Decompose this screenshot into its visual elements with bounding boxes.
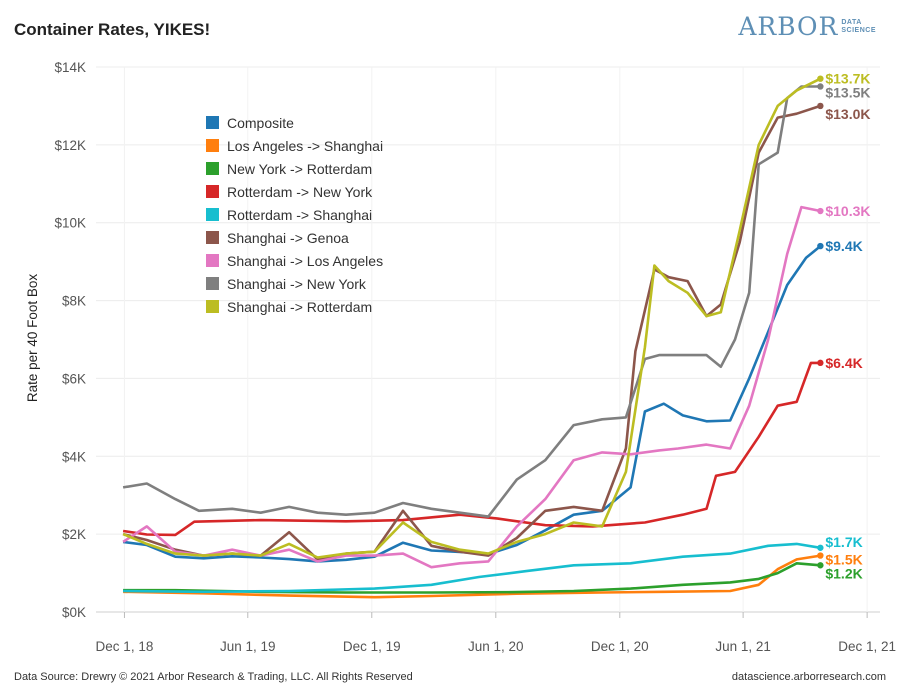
series-end-label: $13.7K (825, 71, 870, 87)
series-end-dot (817, 359, 824, 367)
legend-label: Rotterdam -> Shanghai (227, 207, 372, 223)
y-tick-label: $4K (62, 449, 86, 464)
y-axis-label: Rate per 40 Foot Box (25, 274, 40, 403)
legend-label: Shanghai -> New York (227, 276, 367, 292)
x-tick-label: Jun 1, 21 (715, 639, 771, 654)
x-tick-label: Dec 1, 19 (343, 639, 401, 654)
series-line (122, 245, 822, 563)
y-tick-label: $12K (54, 138, 86, 153)
series-end-label: $13.5K (825, 84, 870, 100)
y-tick-label: $2K (62, 527, 86, 542)
legend-swatch (206, 277, 219, 290)
legend-swatch (206, 162, 219, 175)
series-end-label: $9.4K (825, 238, 862, 254)
x-tick-label: Dec 1, 21 (838, 639, 896, 654)
legend-label: Shanghai -> Genoa (227, 230, 349, 246)
series-end-dot (817, 544, 824, 551)
y-tick-label: $0K (62, 605, 86, 620)
y-axis-ticks: $0K $2K $4K $6K $8K $10K $12K $14K (54, 60, 86, 620)
logo-sub-line-1: DATA (841, 18, 862, 26)
series-line (123, 554, 821, 599)
website-link[interactable]: datascience.arborresearch.com (731, 671, 886, 683)
series-end-label: $13.0K (825, 106, 870, 122)
x-tick-label: Dec 1, 18 (96, 639, 154, 654)
legend-label: Composite (227, 115, 294, 131)
x-tick-label: Jun 1, 20 (468, 639, 524, 654)
series-end-label: $1.2K (825, 565, 862, 581)
x-axis-ticks: Dec 1, 18 Jun 1, 19 Dec 1, 19 Jun 1, 20 Dec … (96, 612, 896, 654)
legend-label: Los Angeles -> Shanghai (227, 138, 383, 154)
grid-lines (96, 66, 880, 613)
legend[interactable]: Composite Los Angeles -> Shanghai New York… (206, 115, 383, 315)
y-tick-label: $10K (54, 216, 86, 231)
series-end-label: $10.3K (825, 203, 870, 219)
series-end-dot (817, 242, 824, 250)
legend-swatch (206, 231, 219, 244)
x-tick-label: Dec 1, 20 (591, 639, 649, 654)
legend-swatch (206, 185, 219, 198)
data-source-note: Data Source: Drewry © 2021 Arbor Researc… (14, 671, 413, 683)
series-end-dot (817, 562, 824, 569)
series-end-dot (817, 75, 824, 82)
series-line (122, 85, 821, 518)
y-tick-label: $6K (62, 371, 86, 386)
y-tick-label: $14K (54, 60, 86, 75)
series-lines (122, 75, 824, 599)
series-end-dot (817, 552, 824, 559)
y-tick-label: $8K (62, 294, 86, 309)
legend-swatch (206, 208, 219, 221)
series-end-label: $6.4K (825, 355, 862, 371)
legend-swatch (206, 116, 219, 129)
legend-swatch (206, 254, 219, 267)
logo-subtitle: DATA SCIENCE (841, 19, 876, 35)
legend-label: Shanghai -> Los Angeles (227, 253, 383, 269)
logo-word: ARBOR (738, 12, 839, 41)
legend-label: New York -> Rotterdam (227, 161, 372, 177)
series-end-dot (817, 207, 824, 215)
legend-label: Rotterdam -> New York (227, 184, 373, 200)
end-labels: $9.4K $1.5K$1.2K $6.4K $1.7K $13.0K $10.3K $13… (825, 71, 870, 582)
series-line (122, 77, 821, 559)
x-tick-label: Jun 1, 19 (220, 639, 276, 654)
arbor-logo: ARBOR DATA SCIENCE (738, 12, 876, 41)
series-line (123, 542, 821, 594)
legend-swatch (206, 139, 219, 152)
logo-sub-line-2: SCIENCE (841, 26, 876, 34)
legend-label: Shanghai -> Rotterdam (227, 299, 372, 315)
legend-swatch (206, 300, 219, 313)
series-end-dot (817, 83, 824, 90)
series-end-label: $1.5K (825, 552, 862, 568)
series-line (122, 205, 821, 569)
series-end-label: $1.7K (825, 534, 862, 550)
chart-title: Container Rates, YIKES! (14, 20, 211, 39)
series-end-dot (817, 102, 824, 110)
